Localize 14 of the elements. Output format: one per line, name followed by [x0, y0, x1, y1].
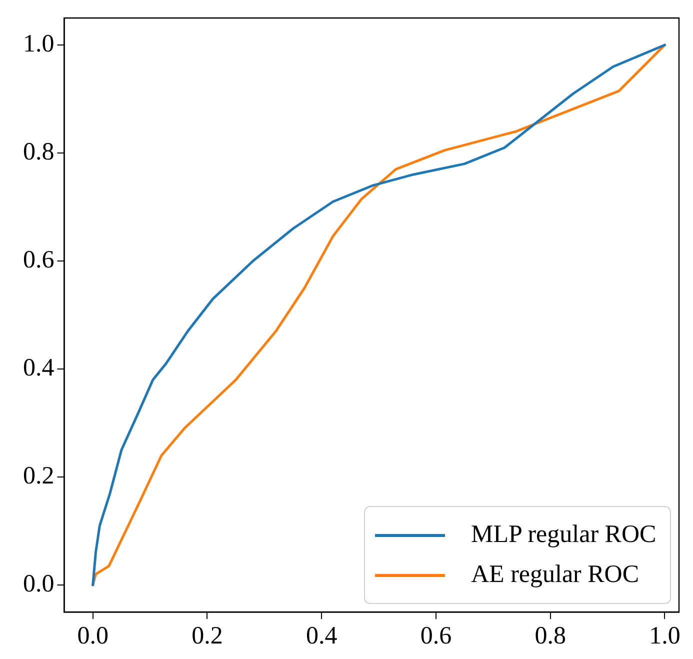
x-tick-label: 0.2	[192, 622, 223, 650]
legend-label: AE regular ROC	[471, 561, 640, 589]
x-tick-label: 0.4	[306, 622, 338, 650]
y-tick-label: 0.0	[23, 570, 54, 598]
x-tick-label: 0.0	[77, 622, 108, 650]
y-tick-label: 0.4	[23, 354, 55, 382]
x-tick-label: 0.8	[534, 622, 566, 650]
y-tick-label: 0.2	[23, 462, 54, 490]
y-tick-label: 0.6	[23, 246, 54, 274]
y-tick-label: 0.8	[23, 138, 54, 166]
x-tick-label: 0.6	[420, 622, 452, 650]
y-tick-label: 1.0	[23, 30, 54, 58]
x-tick-label: 1.0	[649, 622, 680, 650]
legend-label: MLP regular ROC	[471, 521, 656, 549]
